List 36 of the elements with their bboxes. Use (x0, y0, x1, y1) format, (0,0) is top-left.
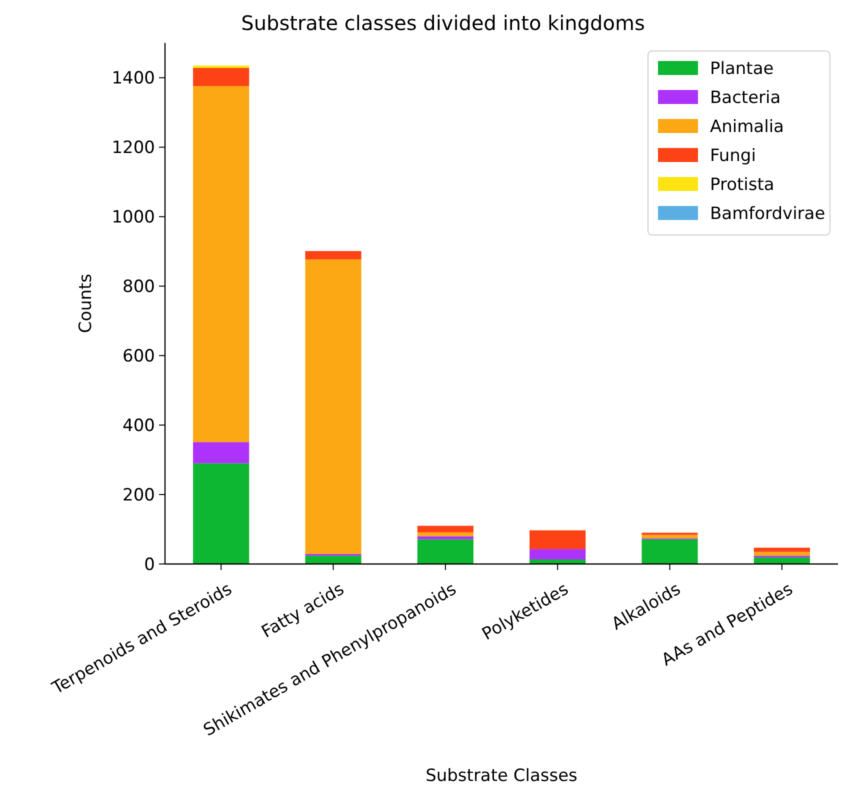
bar (193, 68, 250, 86)
bar (530, 549, 586, 560)
bar (305, 259, 362, 554)
y-axis-title: Counts (76, 274, 96, 334)
x-axis-title: Substrate Classes (426, 766, 578, 786)
legend-label: Protista (710, 174, 774, 195)
legend-label: Fungi (710, 146, 756, 166)
y-tick-label: 800 (122, 277, 155, 298)
y-tick-label: 200 (122, 485, 155, 506)
bar (417, 532, 474, 536)
y-tick-label: 0 (144, 554, 155, 575)
bar (417, 526, 474, 532)
bar (754, 557, 810, 564)
legend-label: Bacteria (710, 88, 781, 108)
bar (305, 556, 362, 564)
y-tick-label: 400 (122, 416, 155, 436)
bar (417, 539, 474, 564)
y-tick-label: 1200 (112, 138, 155, 158)
bar (642, 534, 698, 538)
legend-label: Bamfordvirae (710, 204, 826, 224)
y-tick-label: 600 (122, 346, 155, 367)
bar (754, 552, 810, 556)
bar (193, 442, 250, 464)
chart-title: Substrate classes divided into kingdoms (241, 11, 645, 35)
legend-label: Plantae (710, 58, 774, 79)
y-tick-label: 1400 (112, 68, 155, 89)
bar (305, 251, 362, 260)
bar (642, 539, 698, 564)
bar (193, 86, 250, 442)
legend-label: Animalia (710, 116, 784, 137)
bar (530, 530, 586, 550)
bar (417, 536, 474, 540)
y-tick-label: 1000 (112, 208, 155, 228)
bar (193, 66, 250, 68)
bar (193, 463, 250, 564)
bar (754, 548, 810, 552)
